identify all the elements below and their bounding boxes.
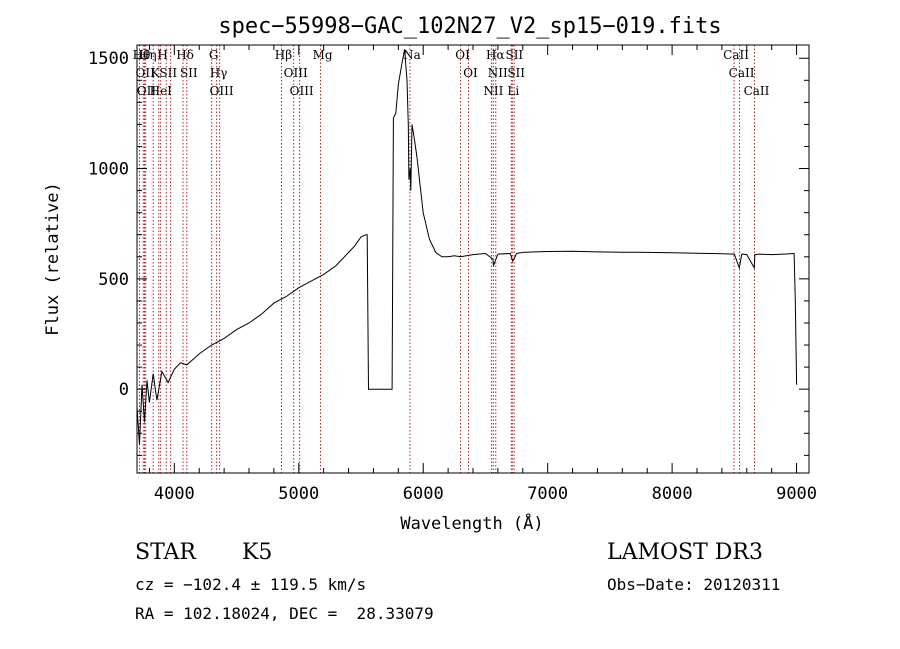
spectral-line-label: OIII bbox=[290, 84, 314, 98]
spectral-line-label: Hβ bbox=[275, 48, 292, 62]
plot-frame bbox=[136, 44, 810, 474]
chart-title: spec−55998−GAC_102N27_V2_sp15−019.fits bbox=[218, 14, 721, 39]
spectral-line-label: CaII bbox=[744, 84, 770, 98]
x-tick-label: 6000 bbox=[403, 484, 444, 504]
spectral-line-label: NII bbox=[488, 66, 508, 80]
spectral-line-label: HeI bbox=[150, 84, 173, 98]
spectral-line-label: CaII bbox=[729, 66, 755, 80]
survey-name: LAMOST DR3 bbox=[607, 540, 763, 565]
spectral-line-label: Na bbox=[403, 48, 421, 62]
spectral-line-labels: HθOIIOIIHηKHeIHSIIHδSIIGHγOIIIHβOIIIOIII… bbox=[133, 48, 770, 98]
spectral-line-label: Hγ bbox=[210, 66, 228, 80]
spectral-line-label: CaII bbox=[723, 48, 749, 62]
observation-date: Obs−Date: 20120311 bbox=[607, 575, 781, 594]
spectral-line-label: OI bbox=[463, 66, 478, 80]
x-tick-label: 4000 bbox=[154, 484, 195, 504]
x-axis-label: Wavelength (Å) bbox=[400, 512, 543, 534]
spectral-line-label: G bbox=[209, 48, 219, 62]
spectral-line-label: Hη bbox=[139, 48, 157, 62]
spectral-line-label: SII bbox=[180, 66, 198, 80]
spectral-line-label: OI bbox=[455, 48, 470, 62]
object-subclass: K5 bbox=[242, 540, 273, 565]
spectral-line-label: OII bbox=[136, 66, 156, 80]
spectral-line-label: SII bbox=[159, 66, 177, 80]
spectral-line-label: OIII bbox=[284, 66, 308, 80]
x-tick-label: 9000 bbox=[776, 484, 817, 504]
sky-coordinates: RA = 102.18024, DEC = 28.33079 bbox=[135, 604, 434, 623]
spectral-line-label: SII bbox=[507, 66, 525, 80]
object-class: STAR bbox=[135, 540, 196, 565]
x-tick-label: 7000 bbox=[527, 484, 568, 504]
y-tick-label: 1000 bbox=[88, 160, 129, 180]
spectral-line-label: NII bbox=[483, 84, 503, 98]
spectral-line-label: OIII bbox=[210, 84, 234, 98]
spectral-line-label: OII bbox=[137, 84, 157, 98]
flux-series-line bbox=[136, 49, 798, 445]
y-tick-label: 500 bbox=[98, 270, 129, 290]
x-tick-label: 8000 bbox=[652, 484, 693, 504]
y-axis-label: Flux (relative) bbox=[43, 182, 63, 336]
spectral-line-label: Hα bbox=[486, 48, 505, 62]
y-tick-label: 1500 bbox=[88, 49, 129, 69]
spectral-line-label: Mg bbox=[313, 48, 333, 62]
spectral-line-markers bbox=[138, 45, 755, 473]
y-tick-label: 0 bbox=[119, 380, 129, 400]
spectral-line-label: Li bbox=[507, 84, 519, 98]
axis-ticks: 4000 5000 6000 7000 8000 9000 0 500 1000 1500 bbox=[88, 45, 817, 504]
spectral-line-label: K bbox=[151, 66, 161, 80]
redshift-velocity: cz = −102.4 ± 119.5 km/s bbox=[135, 575, 367, 594]
spectral-line-label: SII bbox=[505, 48, 523, 62]
x-tick-label: 5000 bbox=[278, 484, 319, 504]
spectral-line-label: Hδ bbox=[176, 48, 194, 62]
spectral-line-label: H bbox=[157, 48, 167, 62]
